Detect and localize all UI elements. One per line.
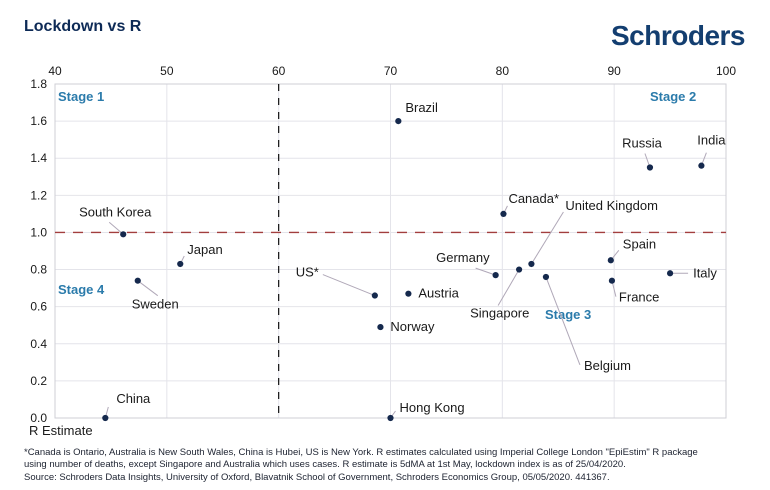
y-tick-label-0.8: 0.8 bbox=[30, 263, 47, 277]
data-point-japan bbox=[177, 260, 184, 268]
data-point-south-korea bbox=[120, 231, 127, 238]
x-tick-label-90: 90 bbox=[607, 64, 621, 78]
point-label-spain: Spain bbox=[623, 236, 656, 251]
stage-label-stage-2: Stage 2 bbox=[650, 89, 696, 104]
x-tick-label-70: 70 bbox=[384, 64, 398, 78]
y-tick-label-0.4: 0.4 bbox=[30, 337, 47, 351]
point-label-united-kingdom: United Kingdom bbox=[565, 198, 658, 213]
point-label-us: US* bbox=[296, 265, 319, 280]
x-tick-label-40: 40 bbox=[48, 64, 62, 78]
leader-line-germany bbox=[475, 267, 496, 276]
data-point-germany bbox=[492, 272, 499, 279]
point-label-italy: Italy bbox=[693, 265, 717, 280]
footnote-line-1: *Canada is Ontario, Australia is New Sou… bbox=[24, 447, 698, 458]
point-label-sweden: Sweden bbox=[132, 297, 179, 312]
leader-line-us bbox=[322, 274, 376, 296]
leader-line-singapore bbox=[497, 269, 520, 306]
point-label-brazil: Brazil bbox=[405, 100, 438, 115]
data-point-sweden bbox=[134, 277, 141, 284]
data-point-belgium bbox=[542, 273, 550, 281]
point-label-norway: Norway bbox=[390, 319, 435, 334]
y-tick-label-1.8: 1.8 bbox=[30, 77, 47, 91]
schroders-logo: Schroders bbox=[611, 20, 746, 51]
x-tick-label-100: 100 bbox=[716, 64, 736, 78]
leader-line-united-kingdom bbox=[530, 211, 564, 265]
data-point-france bbox=[608, 277, 616, 284]
data-point-norway bbox=[377, 323, 384, 331]
data-point-spain bbox=[607, 257, 614, 264]
data-point-united-kingdom bbox=[528, 260, 535, 268]
data-point-italy bbox=[666, 270, 674, 277]
data-point-singapore bbox=[516, 266, 523, 273]
leader-line-belgium bbox=[545, 276, 581, 366]
point-label-china: China bbox=[116, 391, 151, 406]
chart-title: Lockdown vs R bbox=[24, 18, 142, 35]
stage-label-stage-4: Stage 4 bbox=[58, 282, 105, 297]
x-tick-label-60: 60 bbox=[272, 64, 286, 78]
point-label-austria: Austria bbox=[418, 286, 459, 301]
data-point-india bbox=[698, 162, 705, 169]
footnotes: *Canada is Ontario, Australia is New Sou… bbox=[24, 447, 754, 484]
data-point-austria bbox=[405, 290, 412, 297]
point-label-belgium: Belgium bbox=[584, 358, 631, 373]
point-label-france: France bbox=[619, 290, 659, 305]
y-tick-label-1.2: 1.2 bbox=[30, 188, 47, 202]
point-label-hong-kong: Hong Kong bbox=[400, 400, 465, 415]
footnote-line-3: Source: Schroders Data Insights, Univers… bbox=[24, 471, 610, 483]
point-label-russia: Russia bbox=[622, 136, 663, 151]
point-label-canada: Canada* bbox=[508, 191, 559, 206]
stage-label-stage-1: Stage 1 bbox=[58, 89, 104, 104]
data-point-brazil bbox=[395, 118, 402, 125]
y-tick-label-0.0: 0.0 bbox=[30, 411, 47, 425]
point-label-singapore: Singapore bbox=[470, 306, 529, 321]
y-tick-label-0.2: 0.2 bbox=[30, 374, 47, 388]
leader-line-sweden bbox=[137, 280, 159, 297]
y-axis-caption: R Estimate bbox=[29, 423, 93, 438]
data-point-china bbox=[102, 414, 109, 422]
data-point-us bbox=[371, 292, 378, 299]
y-tick-label-1.4: 1.4 bbox=[30, 151, 47, 165]
point-label-germany: Germany bbox=[436, 250, 490, 265]
point-label-india: India bbox=[697, 133, 726, 148]
data-point-canada bbox=[500, 210, 507, 217]
x-tick-label-50: 50 bbox=[160, 64, 174, 78]
footnote-line-2: using number of deaths, except Singapore… bbox=[24, 459, 626, 471]
point-label-south-korea: South Korea bbox=[79, 204, 152, 219]
data-point-hong-kong bbox=[387, 414, 394, 422]
point-label-japan: Japan bbox=[187, 242, 222, 257]
y-tick-label-0.6: 0.6 bbox=[30, 300, 47, 314]
y-tick-label-1.6: 1.6 bbox=[30, 114, 47, 128]
stage-label-stage-3: Stage 3 bbox=[545, 307, 591, 322]
y-tick-label-1.0: 1.0 bbox=[30, 225, 47, 239]
x-tick-label-80: 80 bbox=[496, 64, 510, 78]
lockdown-vs-r-scatter-chart: 0.0 0.2 0.4 0.6 0.8 1.0 1.2 1.4 1.6 1.840 50 60 70 80… bbox=[30, 64, 736, 425]
data-point-russia bbox=[646, 164, 654, 171]
